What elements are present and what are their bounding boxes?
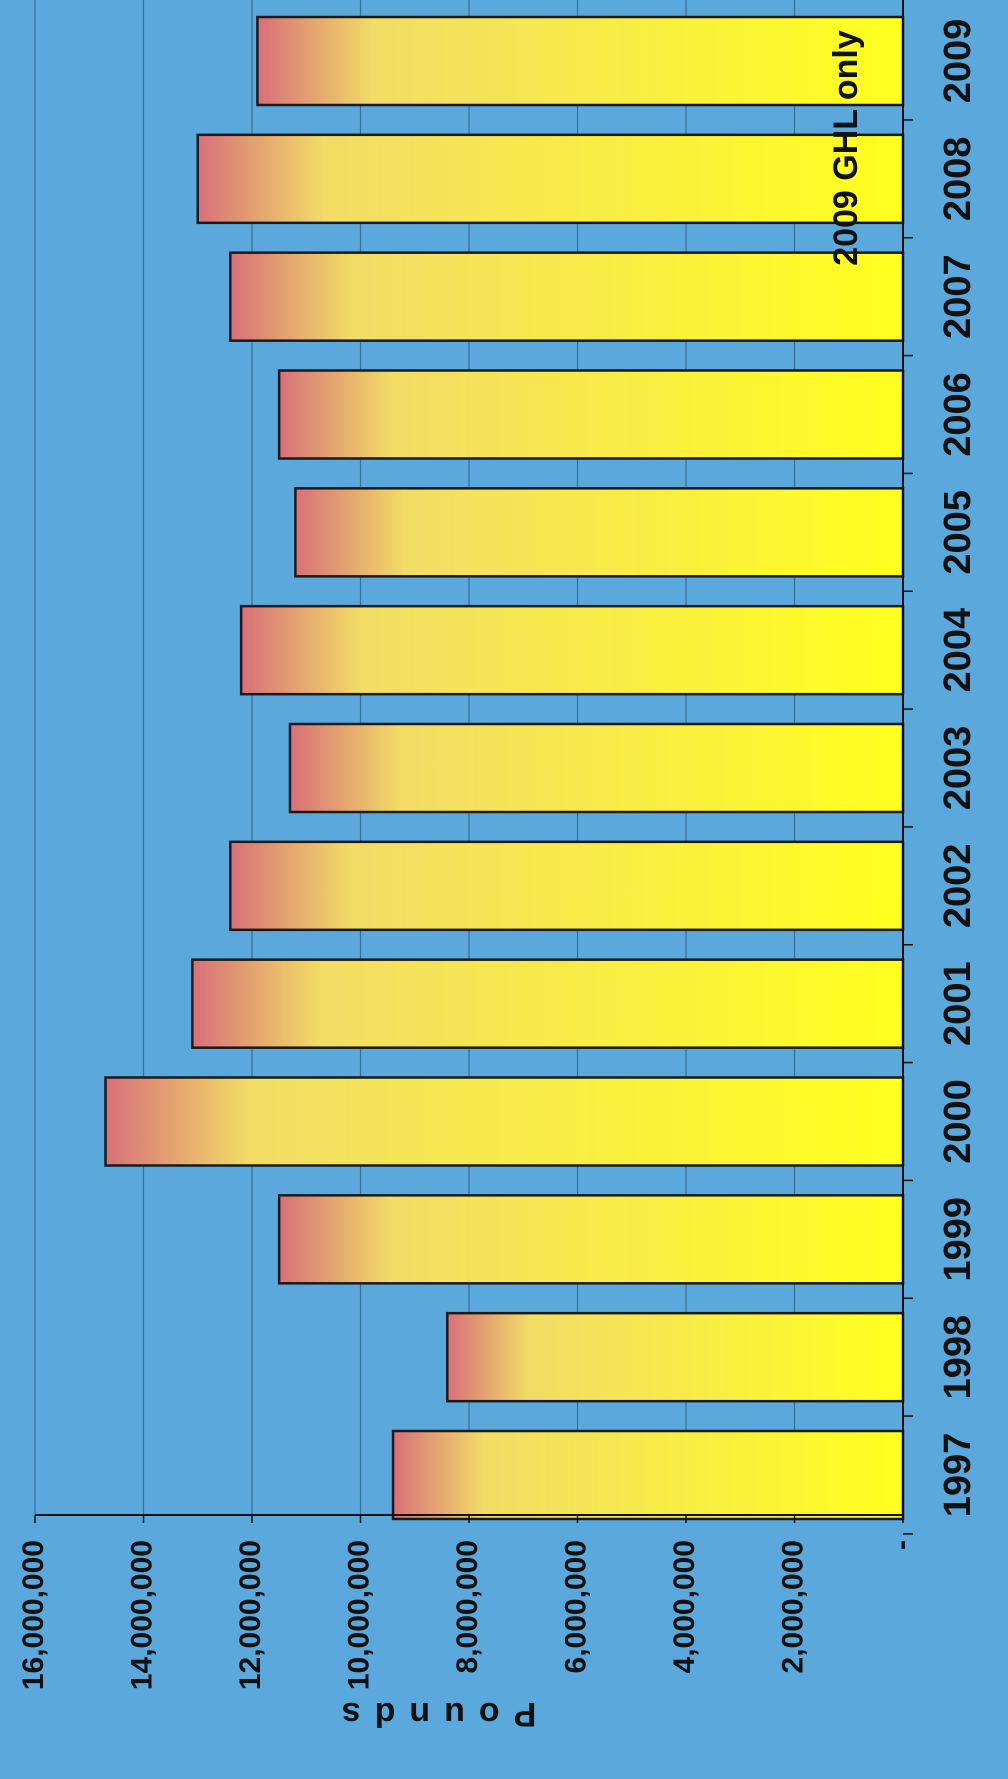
labels: Pounds 2009 GHL only: [328, 30, 865, 1733]
category-label-1998: 1998: [937, 1315, 979, 1400]
bar-1998: [446, 1311, 905, 1403]
value-tick-label: 12,000,000: [234, 1540, 267, 1690]
value-tick-label: -: [885, 1540, 918, 1550]
value-tick-label: 2,000,000: [776, 1540, 809, 1673]
value-tick-label: 4,000,000: [668, 1540, 701, 1673]
bar-2006: [277, 369, 905, 460]
bar-2003: [288, 722, 905, 814]
category-label-2000: 2000: [937, 1079, 979, 1164]
bar-2007: [229, 251, 905, 342]
category-label-2008: 2008: [937, 137, 979, 222]
bar-2001: [191, 958, 905, 1049]
bar-1997: [391, 1429, 905, 1521]
bar-2002: [229, 840, 905, 932]
category-label-2003: 2003: [937, 726, 979, 811]
category-label-2007: 2007: [937, 254, 979, 339]
bar-2005: [294, 487, 905, 578]
category-label-2001: 2001: [937, 961, 979, 1046]
value-tick-label: 10,000,000: [342, 1540, 375, 1690]
category-label-1997: 1997: [937, 1433, 979, 1518]
category-label-2002: 2002: [937, 844, 979, 929]
value-tick-label: 16,000,000: [17, 1540, 50, 1690]
bars: [104, 15, 905, 1521]
y-axis-title: Pounds: [328, 1695, 537, 1733]
axes: - 2,000,000 4,000,000 6,000,000 8,000,000 10,…: [17, 0, 979, 1690]
value-tick-label: 8,000,000: [451, 1540, 484, 1673]
bar-1999: [277, 1194, 905, 1285]
category-label-1999: 1999: [937, 1197, 979, 1282]
category-label-2005: 2005: [937, 490, 979, 575]
category-label-2006: 2006: [937, 372, 979, 457]
bar-2004: [239, 604, 905, 696]
value-tick-label: 6,000,000: [559, 1540, 592, 1673]
category-label-2004: 2004: [937, 608, 979, 693]
bar-2000: [104, 1076, 905, 1167]
bar-2008: [196, 133, 905, 225]
annotation-text: 2009 GHL only: [827, 30, 865, 266]
category-label-2009: 2009: [937, 19, 979, 104]
bar-2009: [256, 15, 905, 107]
value-tick-label: 14,000,000: [125, 1540, 158, 1690]
